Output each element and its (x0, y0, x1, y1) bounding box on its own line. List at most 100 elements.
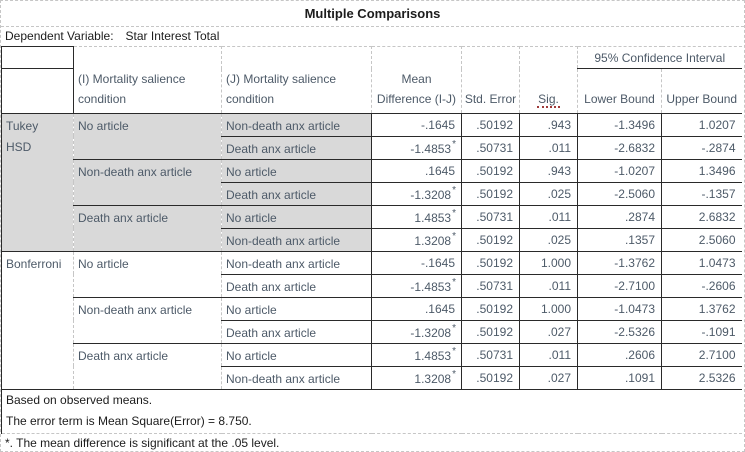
j-condition-cell: Death anx article (221, 182, 372, 206)
lower-bound-cell-value: .2606 (624, 347, 655, 362)
upper-bound-cell: 2.6832 (661, 205, 742, 229)
sig-cell-value: .011 (548, 278, 571, 293)
j-condition-cell: Non-death anx article (221, 251, 372, 275)
comparison-row: Non-death anx article 1.3208* .50192.027.1… (2, 366, 742, 390)
mean-difference-cell: 1.3208* (371, 228, 462, 252)
mean-difference-cell-value: -1.4853 (410, 141, 452, 156)
lower-bound-cell: .2874 (577, 205, 662, 229)
lower-bound-cell-value: .1091 (624, 370, 655, 385)
sig-cell: .025 (519, 182, 578, 206)
std-error-cell-value: .50192 (476, 301, 513, 316)
header-spacer (371, 46, 462, 69)
upper-bound-cell: -.2874 (661, 136, 742, 160)
sig-cell-value: .027 (547, 324, 571, 339)
lower-bound-cell: -2.5060 (577, 182, 662, 206)
upper-bound-cell: 2.7100 (661, 343, 742, 367)
j-condition-column-header: (J) Mortality salience condition (221, 68, 372, 114)
i-condition-column-header: (I) Mortality salience condition (73, 68, 222, 114)
mean-difference-cell-value: 1.4853 (414, 348, 452, 363)
upper-bound-cell: 1.0473 (661, 251, 742, 275)
upper-bound-cell-value: 2.6832 (698, 209, 736, 224)
significance-marker: * (452, 184, 456, 196)
mean-difference-cell: .1645 (371, 159, 462, 183)
j-condition-cell: Non-death anx article (221, 113, 372, 137)
lower-bound-cell-value: -2.5326 (614, 324, 655, 339)
sig-cell: .011 (519, 343, 578, 367)
j-condition-cell: No article (221, 205, 372, 229)
sig-cell: 1.000 (519, 297, 578, 321)
corner-cell-bottom (1, 68, 74, 114)
lower-bound-cell-value: -1.3762 (614, 255, 655, 270)
sig-cell-value: .011 (548, 140, 571, 155)
sig-cell-value: .011 (548, 347, 571, 362)
sig-cell-value: .025 (547, 186, 571, 201)
mean-difference-cell-value: -1.3208 (410, 187, 452, 202)
lower-bound-cell-value: -2.5060 (614, 186, 655, 201)
std-error-cell-value: .50731 (476, 278, 513, 293)
std-error-cell-value: .50731 (476, 347, 513, 362)
method-cell: Tukey HSD (1, 113, 74, 252)
upper-bound-cell: 2.5326 (661, 366, 742, 390)
std-error-cell-value: .50192 (476, 117, 513, 132)
j-condition-cell: Non-death anx article (221, 228, 372, 252)
significance-marker: * (452, 345, 456, 357)
std-error-cell-value: .50731 (476, 209, 513, 224)
sig-column-header: Sig. (519, 68, 578, 114)
significance-footnote: *. The mean difference is significant at… (5, 435, 280, 450)
upper-bound-cell-value: 1.3762 (698, 301, 736, 316)
mean-difference-cell-value: .1645 (424, 163, 455, 178)
comparison-row: Death anx article -1.3208* .50192.027 -2.53… (2, 320, 742, 344)
ci-column-group-header: 95% Confidence Interval (577, 46, 742, 69)
method-label: Bonferroni (6, 256, 62, 271)
comparison-row: Non-death anx article No article .1645 .501… (2, 159, 742, 206)
sig-cell: .011 (519, 274, 578, 298)
std-error-cell: .50192 (461, 251, 520, 275)
mean-difference-cell-value: -.1645 (420, 255, 455, 270)
upper-bound-cell-value: 2.7100 (698, 347, 736, 362)
j-condition-cell: No article (221, 159, 372, 183)
sig-cell-value: .011 (548, 209, 571, 224)
header-spacer (221, 46, 372, 69)
std-error-cell: .50192 (461, 182, 520, 206)
std-error-cell-value: .50192 (476, 255, 513, 270)
j-condition-cell: Death anx article (221, 136, 372, 160)
std-error-cell: .50192 (461, 366, 520, 390)
comparison-row: Death anx article No article 1.4853* .50731… (2, 205, 742, 252)
std-error-cell: .50731 (461, 205, 520, 229)
lower-bound-cell-value: -1.0473 (614, 301, 655, 316)
upper-bound-column-header: Upper Bound (661, 68, 742, 114)
std-error-cell-value: .50731 (476, 140, 513, 155)
mean-difference-cell-value: -1.4853 (410, 279, 452, 294)
comparison-row: Death anx article -1.4853* .50731.011 -2.71… (2, 274, 742, 298)
sig-cell: .011 (519, 136, 578, 160)
upper-bound-cell: -.2606 (661, 274, 742, 298)
lower-bound-cell: .1091 (577, 366, 662, 390)
dependent-variable-label: Dependent Variable: (5, 29, 114, 43)
sig-cell: .027 (519, 366, 578, 390)
lower-bound-cell-value: .1357 (624, 232, 655, 247)
i-condition-cell: Death anx article (73, 205, 222, 252)
sig-cell: .011 (519, 205, 578, 229)
upper-bound-cell: 2.5060 (661, 228, 742, 252)
sig-cell-value: 1.000 (540, 301, 571, 316)
mean-difference-cell-value: .1645 (424, 301, 455, 316)
mean-difference-cell: -.1645 (371, 113, 462, 137)
comparison-row: Death anx article -1.4853* .50731 .011 -2.68… (2, 136, 742, 160)
comparison-row: Death anx article No article 1.4853* .50731… (2, 343, 742, 390)
std-error-cell: .50192 (461, 228, 520, 252)
upper-bound-cell-value: 2.5326 (698, 370, 736, 385)
lower-bound-column-header: Lower Bound (577, 68, 662, 114)
mean-difference-cell-value: -1.3208 (410, 325, 452, 340)
i-condition-cell: Non-death anx article (73, 159, 222, 206)
lower-bound-cell: -1.3762 (577, 251, 662, 275)
lower-bound-cell: -2.7100 (577, 274, 662, 298)
lower-bound-cell-value: -2.6832 (614, 140, 655, 155)
upper-bound-cell: -.1091 (661, 320, 742, 344)
i-condition-cell: Death anx article (73, 343, 222, 390)
i-condition-cell: No article (73, 251, 222, 298)
significance-marker: * (452, 207, 456, 219)
header-spacer (519, 46, 578, 69)
mean-difference-cell: -1.4853* (371, 136, 462, 160)
std-error-cell: .50731 (461, 136, 520, 160)
